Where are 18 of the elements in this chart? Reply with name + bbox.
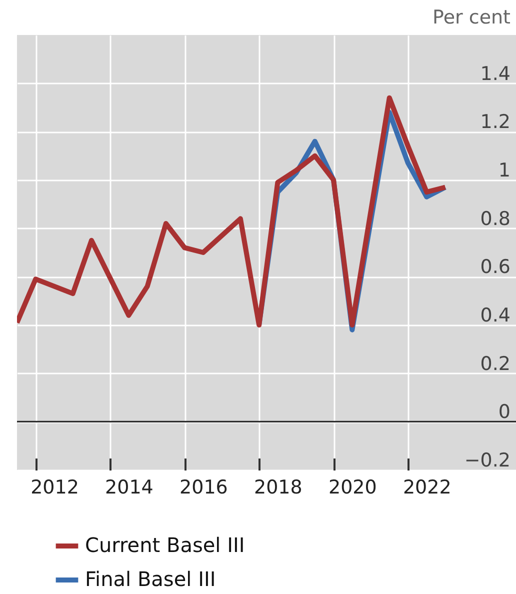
y-tick-label: 1.4: [480, 62, 510, 85]
y-tick-label: 0.8: [480, 208, 510, 230]
x-tick-label: 2022: [402, 476, 452, 498]
y-tick-label: 0: [498, 401, 510, 424]
y-tick-label: 1.2: [480, 111, 510, 134]
x-tick-label: 2016: [180, 476, 228, 498]
y-axis-title: Per cent: [432, 6, 510, 28]
legend-label: Current Basel III: [85, 533, 245, 557]
x-tick-label: 2014: [105, 476, 154, 498]
y-tick-label: 0.4: [480, 304, 510, 326]
x-tick-label: 2012: [30, 476, 79, 498]
y-tick-label: 1: [498, 160, 510, 182]
y-tick-label: −0.2: [464, 450, 510, 472]
legend-label: Final Basel III: [85, 567, 216, 591]
y-tick-label: 0.2: [480, 352, 510, 375]
y-tick-label: 0.6: [480, 256, 510, 278]
x-tick-label: 2018: [254, 476, 302, 498]
x-tick-label: 2020: [328, 476, 377, 498]
